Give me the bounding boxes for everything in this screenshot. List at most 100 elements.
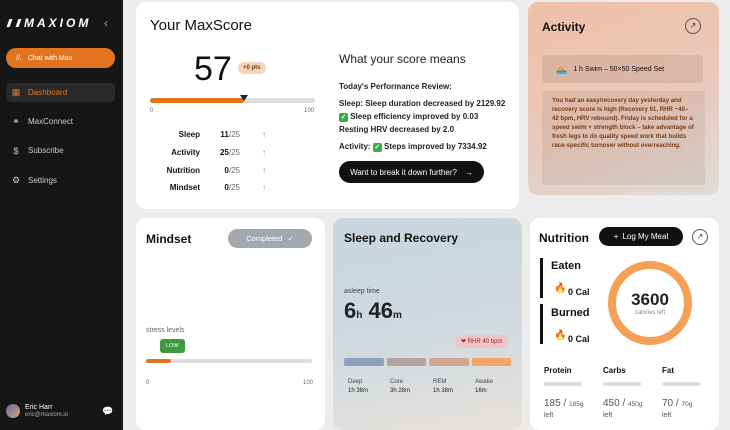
stress-max: 100	[303, 380, 314, 386]
score-marker-icon	[240, 95, 249, 101]
macro-value: 70	[662, 398, 674, 409]
calories-ring: 3600 calories left	[608, 261, 692, 345]
user-profile[interactable]: Eric Harr eric@maxiom.io	[6, 403, 68, 418]
macro-fat: Fat 70 / 70g left	[662, 366, 718, 419]
nav-label: Subscribe	[28, 146, 64, 155]
score-meaning-title: What your score means	[339, 52, 466, 66]
stress-label: stress levels	[146, 327, 185, 334]
user-name: Eric Harr	[25, 404, 53, 411]
activity-title: Activity	[542, 20, 586, 34]
category-name: Nutrition	[166, 166, 200, 175]
category-value: 25	[219, 148, 229, 157]
macro-protein: Protein 185 / 185g left	[544, 366, 600, 419]
chat-button-label: Chat with Max	[27, 54, 73, 62]
score-value: 57	[194, 50, 232, 88]
eaten-value: 0 Cal	[568, 287, 590, 297]
macro-target: 185g	[569, 401, 584, 408]
activity-item[interactable]: 🏊 1 h Swim – 50×50 Speed Set	[542, 55, 703, 83]
category-max: /25	[228, 148, 240, 157]
mindset-card: Mindset Completed ✓ stress levels LOW 0 1…	[136, 218, 325, 430]
stage-name: REM	[433, 379, 447, 385]
open-arrow-icon[interactable]: ↗	[685, 18, 701, 34]
stress-min: 0	[146, 380, 150, 386]
category-value: 11	[220, 130, 229, 139]
macro-name: Carbs	[603, 366, 626, 375]
user-email: eric@maxiom.io	[25, 412, 69, 418]
category-value: 0	[224, 183, 229, 192]
score-progress-fill	[150, 98, 245, 103]
calories-left-value: 3600	[631, 290, 669, 309]
nav-settings[interactable]: ⚙ Settings	[6, 171, 115, 190]
stage-name: Deep	[348, 379, 363, 385]
stage-deep-bar	[344, 358, 384, 366]
log-meal-button[interactable]: + Log My Meal	[599, 227, 683, 246]
nav-maxconnect[interactable]: ⚭ MaxConnect	[6, 112, 115, 131]
up-arrow-icon: ↑	[262, 148, 266, 157]
category-value: 0	[224, 166, 229, 175]
completed-button[interactable]: Completed ✓	[228, 229, 312, 248]
review-sleep-detail: Sleep efficiency improved by 0.03 Restin…	[339, 112, 479, 134]
stage-name: Awake	[475, 379, 493, 385]
macro-target: 450g	[628, 401, 643, 408]
open-arrow-icon[interactable]: ↗	[692, 229, 708, 245]
stress-bar	[146, 359, 312, 363]
up-arrow-icon: ↑	[262, 183, 266, 192]
burned-label: Burned	[551, 307, 590, 319]
range-min: 0	[150, 108, 154, 114]
sleep-hours: 6	[344, 298, 357, 323]
completed-label: Completed	[246, 234, 283, 243]
collapse-sidebar-icon[interactable]: ‹	[104, 16, 108, 30]
stage-value: 16m	[475, 388, 487, 394]
checkmark-icon: ✓	[287, 234, 294, 243]
break-it-down-button[interactable]: Want to break it down further? →	[339, 161, 484, 183]
hours-unit: h	[356, 310, 363, 321]
stage-value: 1h 38m	[433, 388, 454, 394]
score-delta-badge: +0 pts	[238, 62, 266, 74]
macro-value: 450	[603, 398, 620, 409]
flame-icon: 🔥	[554, 330, 567, 341]
chat-bubble-icon: //.	[16, 54, 22, 62]
performance-review: Today's Performance Review: Sleep: Sleep…	[339, 80, 509, 153]
nav-subscribe[interactable]: $ Subscribe	[6, 141, 115, 160]
review-sleep: Sleep: Sleep duration decreased by 2129.…	[339, 99, 506, 108]
category-name: Sleep	[178, 130, 200, 139]
chat-with-max-button[interactable]: //. Chat with Max	[6, 48, 115, 68]
stress-fill	[146, 359, 171, 363]
dollar-icon: $	[13, 145, 19, 156]
stage-core: Core 3h 28m	[390, 378, 410, 396]
minutes-unit: m	[392, 310, 402, 321]
grid-icon: ▦	[11, 87, 21, 97]
activity-card: Activity ↗ 🏊 1 h Swim – 50×50 Speed Set Y…	[528, 2, 719, 195]
mindset-title: Mindset	[146, 232, 192, 246]
stage-name: Core	[390, 379, 404, 385]
arrow-right-icon: →	[464, 167, 473, 177]
avatar	[6, 403, 20, 418]
category-row: Nutrition 0/25 ↑	[136, 166, 266, 175]
review-activity: Activity:	[339, 142, 371, 151]
nav-label: Dashboard	[28, 88, 68, 97]
nav-label: MaxConnect	[28, 117, 73, 126]
check-icon: ✓	[339, 113, 348, 122]
chat-icon[interactable]: 💬	[102, 406, 114, 416]
burned-value: 0 Cal	[568, 334, 590, 344]
rhr-badge: ❤ RHR 40 bpm	[455, 335, 509, 348]
nav-dashboard[interactable]: ▦ Dashboard	[6, 83, 115, 102]
stage-rem: REM 1h 38m	[433, 378, 453, 396]
stage-value: 3h 28m	[390, 388, 411, 394]
macro-left: left	[544, 412, 554, 419]
stage-core-bar	[386, 358, 426, 366]
macro-target: 70g	[681, 401, 693, 408]
gear-icon: ⚙	[11, 175, 21, 185]
review-activity-detail: Steps improved by 7334.92	[384, 142, 487, 151]
activity-recommendation: You had an easy/recovery day yesterday a…	[542, 91, 705, 185]
range-max: 100	[304, 108, 315, 114]
review-heading: Today's Performance Review:	[339, 82, 452, 91]
macro-left: left	[603, 412, 613, 419]
maxscore-card: Your MaxScore 57 +0 pts 0 100 Sleep 11/25…	[136, 2, 519, 209]
macro-bar	[603, 382, 641, 386]
sidebar: MAXIOM ‹ //. Chat with Max ▦ Dashboard ⚭ Ma…	[0, 0, 123, 430]
macro-value: 185	[544, 398, 561, 409]
logo[interactable]: MAXIOM	[6, 16, 91, 30]
maxscore-title: Your MaxScore	[150, 17, 252, 34]
stage-awake-bar	[471, 358, 511, 366]
